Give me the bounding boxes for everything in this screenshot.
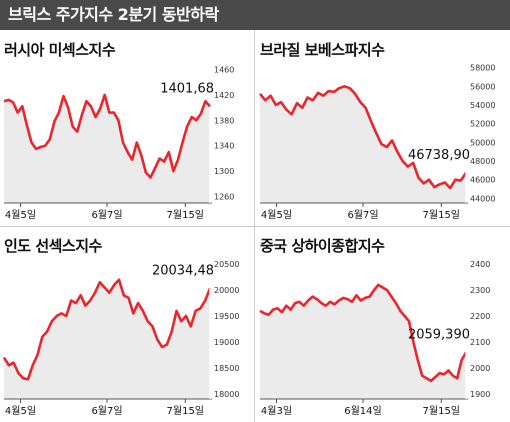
last-value-label: 1401,68 xyxy=(160,81,214,96)
last-value-label: 46738,90 xyxy=(408,148,470,163)
y-tick-label: 2300 xyxy=(470,286,490,295)
x-tick-label: 4월5일 xyxy=(5,209,36,221)
x-tick-label: 7월15일 xyxy=(167,209,205,221)
x-tick-label: 6월7일 xyxy=(347,209,378,221)
y-tick-label: 19000 xyxy=(214,338,239,347)
y-tick-label: 48000 xyxy=(470,157,495,166)
chart-brazil: 44000 46000 48000 50000 52000 54000 56000 58000… xyxy=(258,64,495,221)
x-tick-label: 7월15일 xyxy=(423,405,461,417)
y-tick-label: 1900 xyxy=(470,390,490,399)
panel-india: 인도 선섹스지수 18000 18500 19000 19500 20000 20500 2… xyxy=(0,227,253,422)
y-tick-label: 58000 xyxy=(470,64,495,73)
panel-divider-horizontal xyxy=(0,226,510,227)
x-tick-label: 4월5일 xyxy=(5,405,36,417)
panel-china: 중국 상하이종합지수 1900 2000 2100 2200 2300 2400 2059,… xyxy=(256,227,509,422)
y-tick-label: 54000 xyxy=(470,101,495,110)
y-tick-label: 1380 xyxy=(214,116,234,125)
chart-china: 1900 2000 2100 2200 2300 2400 2059,390 4월3일 6월14… xyxy=(259,260,490,417)
series-line xyxy=(3,93,211,179)
area-fill xyxy=(260,284,466,399)
y-tick-label: 18500 xyxy=(214,364,239,373)
y-tick-label: 50000 xyxy=(470,138,495,147)
y-tick-label: 2100 xyxy=(470,338,490,347)
y-tick-label: 20000 xyxy=(214,286,239,295)
area-fill xyxy=(260,86,466,203)
x-tick-label: 6월14일 xyxy=(344,405,382,417)
y-tick-label: 1340 xyxy=(214,142,234,151)
page-title: 브릭스 주가지수 2분기 동반하락 xyxy=(0,0,510,30)
x-tick-label: 6월7일 xyxy=(91,405,122,417)
panel-brazil: 브라질 보베스파지수 44000 46000 48000 50000 52000 5400… xyxy=(256,31,509,226)
y-tick-label: 44000 xyxy=(470,194,495,203)
x-tick-label: 7월15일 xyxy=(423,209,461,221)
x-tick-label: 6월7일 xyxy=(91,209,122,221)
y-tick-label: 20500 xyxy=(214,260,239,269)
y-tick-label: 56000 xyxy=(470,82,495,91)
x-tick-label: 4월3일 xyxy=(261,405,292,417)
chart-title-russia: 러시아 미섹스지수 xyxy=(4,41,116,59)
y-tick-label: 52000 xyxy=(470,120,495,129)
series-line xyxy=(2,278,212,381)
panel-russia: 러시아 미섹스지수 1260 1300 1340 1380 1420 1460 1401,6… xyxy=(0,31,253,226)
series-line xyxy=(259,283,468,383)
y-tick-label: 1260 xyxy=(214,193,234,202)
y-tick-label: 2200 xyxy=(470,312,490,321)
last-value-label: 20034,48 xyxy=(152,263,214,278)
y-tick-label: 19500 xyxy=(214,312,239,321)
series-line xyxy=(258,85,468,190)
chart-title-china: 중국 상하이종합지수 xyxy=(260,237,385,255)
y-tick-label: 18000 xyxy=(214,390,239,399)
y-tick-label: 1460 xyxy=(214,65,234,74)
area-fill xyxy=(4,279,210,399)
x-tick-label: 7월15일 xyxy=(167,405,205,417)
x-tick-label: 4월5일 xyxy=(261,209,292,221)
y-tick-label: 2000 xyxy=(470,364,490,373)
y-tick-label: 1300 xyxy=(214,167,234,176)
chart-title-india: 인도 선섹스지수 xyxy=(4,237,102,255)
y-tick-label: 2400 xyxy=(470,260,490,269)
y-tick-label: 46000 xyxy=(470,176,495,185)
chart-title-brazil: 브라질 보베스파지수 xyxy=(260,41,385,59)
last-value-label: 2059,390 xyxy=(408,327,470,342)
y-tick-label: 1420 xyxy=(214,91,234,100)
